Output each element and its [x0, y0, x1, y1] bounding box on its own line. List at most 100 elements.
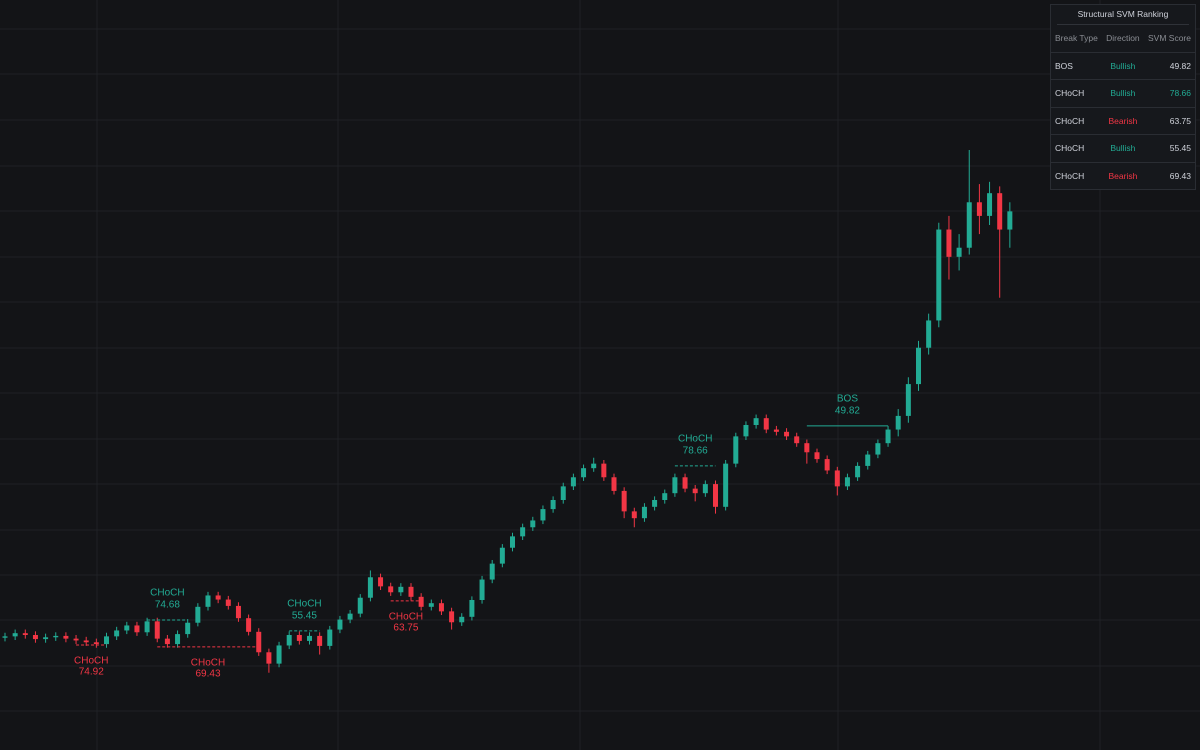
candle-body: [875, 443, 881, 455]
header-row: Break Type Direction SVM Score: [1051, 25, 1195, 53]
panel-title: Structural SVM Ranking: [1057, 5, 1189, 25]
candle-body: [367, 577, 373, 598]
break-type: CHoCH: [1051, 107, 1103, 135]
candle-body: [672, 477, 678, 494]
svm-score-label: 74.92: [79, 667, 104, 678]
candle-body: [489, 563, 495, 580]
candle-body: [317, 635, 323, 646]
candle-body: [652, 500, 658, 507]
ranking-table: Break Type Direction SVM Score BOS Bullish 49…: [1051, 25, 1195, 189]
svm-score: 49.82: [1143, 52, 1195, 80]
candle-body: [124, 625, 130, 631]
candle-body: [296, 635, 302, 641]
candle-body: [307, 635, 312, 641]
break-type-label: CHoCH: [150, 588, 184, 599]
candle-body: [2, 636, 8, 638]
candle-body: [834, 470, 840, 487]
candle-body: [357, 597, 363, 614]
candle-body: [936, 229, 942, 321]
candle-body: [611, 477, 617, 491]
candle-body: [73, 638, 79, 641]
table-row: CHoCH Bullish 55.45: [1051, 134, 1195, 163]
candle-body: [804, 443, 810, 453]
candle-body: [520, 527, 526, 537]
candle-body: [93, 642, 99, 645]
svm-score-label: 74.68: [155, 600, 180, 611]
table-row: CHoCH Bearish 63.75: [1051, 107, 1195, 135]
candle-body: [570, 477, 576, 487]
candle-body: [63, 635, 69, 639]
candle-body: [195, 606, 201, 623]
candle-body: [499, 547, 505, 564]
direction: Bearish: [1102, 107, 1144, 135]
candle-body: [885, 429, 891, 444]
candle-body: [692, 488, 698, 494]
candle-body: [946, 229, 952, 257]
candle-body: [631, 511, 637, 519]
candle-body: [22, 633, 28, 635]
candle-body: [601, 463, 607, 478]
svm-score-label: 69.43: [195, 668, 220, 679]
candle-body: [895, 415, 901, 430]
candle-body: [1007, 211, 1013, 230]
candle-body: [530, 520, 536, 528]
candle-body: [286, 635, 292, 646]
candle-body: [215, 595, 221, 600]
candle-body: [225, 599, 231, 606]
candle-body: [662, 493, 668, 500]
break-type: BOS: [1051, 52, 1103, 80]
candle-body: [266, 652, 272, 664]
break-type: CHoCH: [1055, 170, 1085, 181]
candle-body: [743, 425, 749, 437]
candle-body: [459, 616, 465, 623]
break-type: CHoCH: [1051, 79, 1103, 108]
candle-body: [855, 465, 861, 478]
candle-body: [469, 600, 475, 617]
candle-body: [966, 202, 972, 248]
candle-body: [185, 622, 191, 635]
candle-body: [905, 384, 911, 416]
svm-score: 55.45: [1143, 134, 1195, 163]
candle-body: [479, 579, 485, 600]
break-type-label: BOS: [837, 394, 858, 405]
candle-body: [12, 633, 18, 637]
candle-body: [723, 463, 729, 507]
candle-body: [134, 625, 140, 633]
candle-body: [398, 586, 404, 593]
candle-body: [844, 477, 850, 487]
candle-body: [104, 636, 109, 645]
candle-body: [408, 586, 414, 597]
column-header: Direction: [1102, 25, 1144, 53]
candle-body: [824, 459, 830, 471]
candle-body: [428, 603, 434, 607]
break-type-label: CHoCH: [678, 434, 712, 445]
svm-score-label: 49.82: [835, 406, 860, 417]
direction: Bullish: [1102, 79, 1144, 108]
candle-body: [713, 484, 718, 507]
candle-body: [916, 347, 921, 385]
direction: Bullish: [1102, 52, 1144, 80]
candle-body: [997, 193, 1003, 230]
candle-body: [621, 490, 627, 512]
candle-body: [337, 619, 343, 630]
svm-score-label: 78.66: [683, 446, 708, 457]
break-type: CHoCH: [1051, 134, 1103, 163]
candle-body: [83, 640, 89, 643]
candle-body: [256, 631, 262, 653]
candle-body: [53, 635, 59, 638]
candle-body: [702, 484, 708, 494]
candle-body: [510, 536, 515, 548]
break-type-label: CHoCH: [287, 599, 321, 610]
candle-body: [205, 595, 211, 607]
candle-body: [763, 418, 769, 430]
candle-body: [753, 418, 759, 425]
candle-body: [327, 629, 333, 646]
candle-body: [144, 621, 150, 633]
column-header: Break Type: [1051, 25, 1103, 53]
candle-body: [784, 431, 790, 437]
candle-body: [418, 596, 424, 607]
break-type-label: CHoCH: [74, 656, 108, 667]
candle-body: [581, 468, 587, 478]
